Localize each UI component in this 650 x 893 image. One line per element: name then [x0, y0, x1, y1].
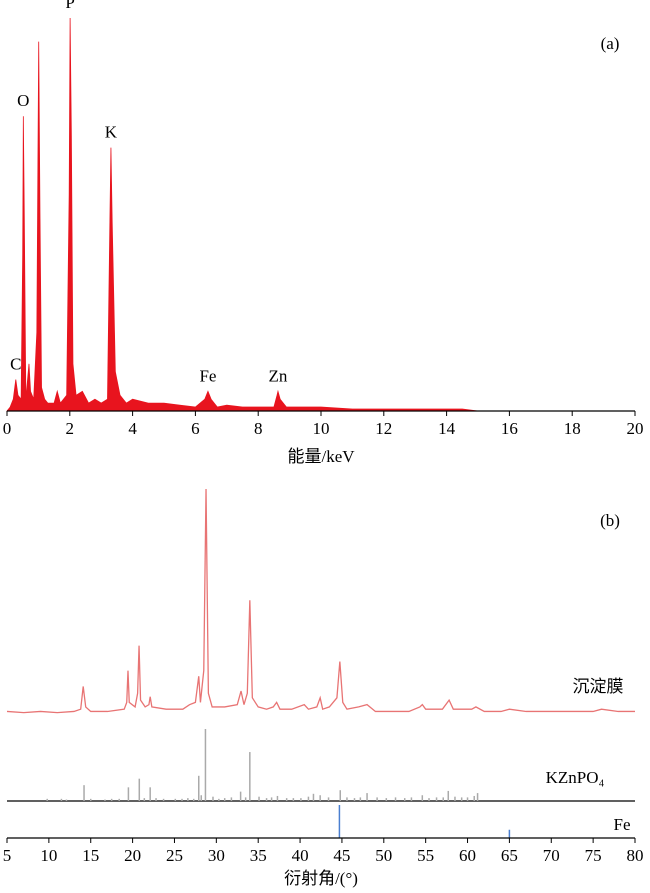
x-tick-label: 20 [124, 846, 141, 865]
x-tick-label: 5 [3, 846, 12, 865]
peak-label: Fe [199, 366, 216, 385]
x-tick-label: 14 [438, 419, 456, 438]
peak-label: C [10, 354, 21, 373]
x-tick-label: 8 [254, 419, 263, 438]
panel-label: (b) [600, 511, 620, 530]
x-axis-title: 能量/keV [287, 447, 355, 466]
x-tick-label: 6 [191, 419, 200, 438]
x-tick-label: 35 [250, 846, 267, 865]
x-tick-label: 16 [501, 419, 518, 438]
x-tick-label: 30 [208, 846, 225, 865]
x-tick-label: 18 [564, 419, 581, 438]
x-tick-label: 4 [128, 419, 137, 438]
peak-label: Zn [269, 366, 288, 385]
x-tick-label: 0 [3, 419, 12, 438]
x-tick-label: 10 [313, 419, 330, 438]
x-tick-label: 70 [543, 846, 560, 865]
peak-label: O [17, 91, 29, 110]
x-tick-label: 10 [40, 846, 57, 865]
series-label: Fe [614, 815, 631, 834]
x-tick-label: 55 [417, 846, 434, 865]
x-tick-label: 12 [375, 419, 392, 438]
x-tick-label: 20 [627, 419, 644, 438]
x-tick-label: 60 [459, 846, 476, 865]
x-tick-label: 65 [501, 846, 518, 865]
x-tick-label: 75 [585, 846, 602, 865]
series-label: KZnPO₄ [546, 768, 605, 787]
x-tick-label: 40 [292, 846, 309, 865]
x-tick-label: 2 [66, 419, 75, 438]
x-tick-label: 25 [166, 846, 183, 865]
spectrum [6, 17, 635, 412]
peak-label: P [65, 0, 74, 12]
x-tick-label: 45 [333, 846, 350, 865]
x-tick-label: 15 [82, 846, 99, 865]
xrd-line [6, 488, 635, 714]
x-tick-label: 50 [375, 846, 392, 865]
x-axis-title: 衍射角/(°) [284, 869, 358, 888]
series-label: 沉淀膜 [573, 677, 624, 696]
x-tick-label: 80 [627, 846, 644, 865]
panel-label: (a) [601, 34, 620, 53]
peak-label: K [105, 123, 118, 142]
